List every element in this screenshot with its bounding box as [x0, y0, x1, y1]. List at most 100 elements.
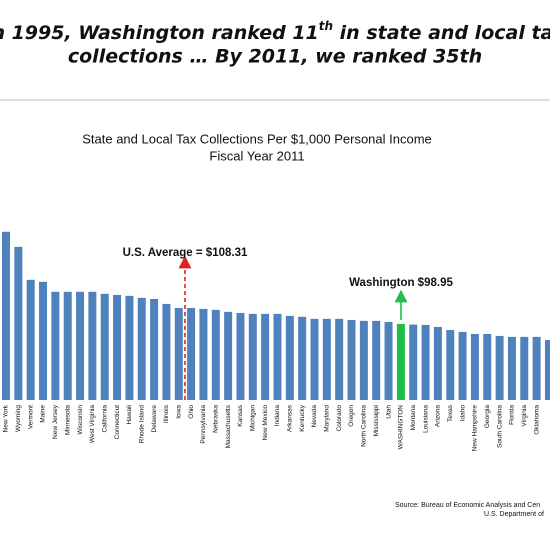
bar	[520, 336, 529, 400]
bar	[335, 318, 344, 400]
x-tick-label: Connecticut	[114, 405, 121, 440]
x-tick-label: Oregon	[348, 405, 355, 427]
bar	[470, 333, 479, 400]
bar	[63, 291, 72, 400]
x-tick-label: New Hampshire	[472, 405, 479, 452]
bar	[187, 307, 196, 400]
bar	[384, 321, 393, 400]
x-tick-label: Michigan	[250, 405, 257, 431]
x-tick-label: Arkansas	[287, 404, 294, 432]
superscript: th	[319, 19, 333, 33]
x-tick-label: Iowa	[175, 405, 182, 419]
bar	[433, 326, 442, 400]
x-tick-label: Wisconsin	[77, 405, 84, 435]
x-tick-label: Wyoming	[15, 405, 22, 432]
annotation: U.S. Average = $108.31	[123, 247, 248, 259]
bar	[421, 324, 430, 400]
x-tick-label: Nevada	[311, 405, 318, 428]
x-tick-label: Colorado	[336, 405, 343, 432]
bar	[483, 333, 492, 400]
bar	[100, 293, 109, 400]
bar	[285, 315, 294, 400]
x-tick-label: Nebraska	[212, 405, 219, 433]
bar	[495, 335, 504, 400]
x-tick-label: Maryland	[324, 405, 331, 432]
x-tick-label: Georgia	[484, 405, 491, 429]
bar	[174, 307, 183, 400]
bar	[298, 316, 307, 400]
x-tick-label: New Jersey	[52, 404, 59, 439]
x-tick-label: Delaware	[151, 405, 158, 433]
x-tick-label: Utah	[385, 405, 392, 419]
bar	[113, 294, 122, 400]
bar	[544, 339, 550, 400]
x-tick-label: Mississippi	[373, 405, 380, 436]
bar	[446, 330, 455, 400]
x-tick-label: Texas	[447, 404, 454, 422]
x-tick-label: Florida	[509, 405, 516, 425]
source: U.S. Department of	[484, 511, 544, 518]
bar	[76, 291, 85, 400]
bar	[507, 336, 516, 400]
x-tick-label: California	[101, 405, 108, 433]
x-tick-label: Louisiana	[422, 405, 429, 433]
bar	[125, 295, 134, 400]
chart-title: State and Local Tax Collections Per $1,0…	[82, 131, 432, 146]
annotation: Washington $98.95	[349, 277, 453, 289]
x-tick-label: North Carolina	[361, 405, 368, 447]
headline: collections … By 2011, we ranked 35th	[68, 46, 482, 68]
x-tick-label: WASHINGTON	[398, 405, 405, 450]
x-tick-label: Arizona	[435, 405, 442, 427]
headline-text: In 1995, Washington ranked 11	[0, 22, 319, 44]
x-tick-label: South Carolina	[496, 405, 503, 448]
bar	[88, 291, 97, 400]
bar	[532, 336, 541, 400]
bar	[26, 279, 35, 400]
x-tick-label: Vermont	[27, 405, 34, 429]
x-tick-label: Ohio	[188, 405, 195, 419]
x-tick-label: Rhode Island	[138, 405, 145, 444]
source: Source: Bureau of Economic Analysis and …	[395, 502, 540, 509]
x-tick-label: Kansas	[237, 404, 244, 426]
bar	[310, 318, 319, 400]
bar	[248, 313, 257, 400]
bar	[137, 297, 146, 400]
chart-subtitle: Fiscal Year 2011	[209, 148, 304, 163]
bar	[150, 298, 159, 400]
bar	[359, 320, 368, 400]
bar	[458, 331, 467, 400]
bar	[14, 246, 23, 400]
bar	[51, 291, 60, 400]
x-tick-label: Virginia	[521, 405, 528, 427]
x-tick-label: Hawaii	[126, 405, 133, 425]
bar	[224, 311, 233, 400]
bar	[409, 324, 418, 400]
x-tick-label: New Mexico	[262, 405, 269, 441]
x-tick-label: Illinois	[163, 404, 170, 423]
x-tick-label: Kentucky	[299, 404, 306, 431]
bar	[347, 319, 356, 400]
headline: In 1995, Washington ranked 11th in state…	[0, 19, 550, 44]
bar	[396, 323, 405, 400]
bar	[322, 318, 331, 400]
headline-text: in state and local tax	[333, 22, 550, 44]
x-tick-label: Montana	[410, 405, 417, 431]
bar	[236, 312, 245, 400]
bar	[199, 308, 208, 400]
x-tick-label: Oklahoma	[533, 405, 540, 435]
bar	[372, 320, 381, 400]
bar	[211, 309, 220, 400]
x-tick-label: Massachusetts	[225, 404, 232, 448]
x-tick-label: Idaho	[459, 405, 466, 422]
bar	[261, 313, 270, 400]
x-tick-label: Minnesota	[64, 405, 71, 435]
x-tick-label: Pennsylvania	[200, 405, 207, 444]
x-tick-label: Indiana	[274, 405, 281, 427]
bar	[162, 303, 171, 400]
x-tick-label: West Virginia	[89, 405, 96, 443]
bar	[39, 281, 48, 400]
bar	[273, 313, 282, 400]
x-tick-label: New York	[3, 404, 10, 432]
bar	[2, 231, 10, 400]
